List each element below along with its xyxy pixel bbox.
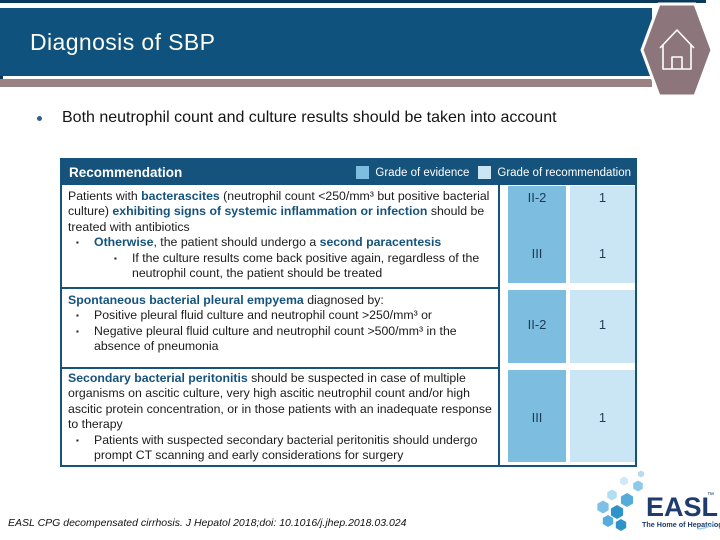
recommendation-cell: Secondary bacterial peritonitis should b… xyxy=(62,369,500,465)
row-line: ▪ Positive pleural fluid culture and neut… xyxy=(76,308,433,323)
evidence-grade-value: II-2 xyxy=(527,317,547,332)
grade-of-evidence-cell: III xyxy=(508,370,566,462)
grade-of-recommendation-cell: 1 xyxy=(570,370,635,462)
table-body: Patients with bacterascites (neutrophil … xyxy=(62,185,635,465)
recommendation-swatch-icon xyxy=(478,166,492,179)
legend-evidence-label: Grade of evidence xyxy=(375,166,470,179)
table-row: Spontaneous bacterial pleural empyema di… xyxy=(62,289,635,369)
easl-wordmark: EASL xyxy=(646,492,718,522)
recommendation-grade-value: 1 xyxy=(598,317,607,332)
bullet-square-icon: ▪ xyxy=(76,435,79,445)
page-title: Diagnosis of SBP xyxy=(30,28,216,55)
intro-bullet-text: Both neutrophil count and culture result… xyxy=(62,109,557,126)
recommendation-grade-value: 1 xyxy=(598,190,607,205)
slide-top-edge xyxy=(0,0,706,3)
bullet-square-icon: ▪ xyxy=(76,311,79,321)
house-glyph xyxy=(659,29,695,70)
table-row: Secondary bacterial peritonitis should b… xyxy=(62,369,635,465)
evidence-grade-value: III xyxy=(531,246,543,261)
evidence-grade-value: II-2 xyxy=(527,190,547,205)
easl-tagline: The Home of Hepatology. xyxy=(642,520,720,529)
legend-recommendation-label: Grade of recommendation xyxy=(497,166,631,179)
bullet-square-icon: ▪ xyxy=(114,253,117,263)
tagline-swoosh xyxy=(697,521,715,530)
trademark-symbol: ™ xyxy=(707,492,714,499)
legend-item-recommendation: Grade of recommendation xyxy=(478,166,631,179)
title-banner: Diagnosis of SBP xyxy=(0,8,652,76)
grade-of-recommendation-cell: 1 xyxy=(570,290,635,363)
header-divider-bar xyxy=(0,79,652,87)
recommendation-grade-value: 1 xyxy=(598,410,607,425)
legend-item-evidence: Grade of evidence xyxy=(356,166,469,179)
row-line: ▪ If the culture results come back positi… xyxy=(114,250,480,281)
row-line: ▪ Patients with suspected secondary bacte… xyxy=(76,432,478,463)
row-line: ▪ Otherwise, the patient should undergo a… xyxy=(76,235,442,250)
easl-logo: EASL ™ The Home of Hepatology. xyxy=(597,470,720,531)
evidence-swatch-icon xyxy=(356,166,370,179)
recommendation-column-header: Recommendation xyxy=(69,165,183,180)
intro-bullet-line: Both neutrophil count and culture result… xyxy=(35,108,700,128)
row-line: Secondary bacterial peritonitis should b… xyxy=(68,371,492,432)
table-header-row: Recommendation Grade of evidence Grade o… xyxy=(62,160,635,185)
recommendation-grade-value: 1 xyxy=(598,246,607,261)
recommendation-cell: Spontaneous bacterial pleural empyema di… xyxy=(62,289,500,369)
table-row: Patients with bacterascites (neutrophil … xyxy=(62,185,635,289)
easl-hexagon-cluster-icon xyxy=(597,470,645,531)
row-line: ▪ Negative pleural fluid culture and neut… xyxy=(76,323,457,354)
bullet-square-icon: ▪ xyxy=(76,238,79,248)
grade-of-evidence-cell: II-2 III xyxy=(508,186,566,283)
grade-legend: Grade of evidence Grade of recommendatio… xyxy=(347,166,635,179)
recommendations-table: Recommendation Grade of evidence Grade o… xyxy=(60,158,637,467)
bullet-square-icon: ▪ xyxy=(76,326,79,336)
evidence-grade-value: III xyxy=(531,410,543,425)
bullet-dot-icon xyxy=(37,116,42,121)
recommendation-cell: Patients with bacterascites (neutrophil … xyxy=(62,185,500,289)
home-icon[interactable] xyxy=(640,2,714,98)
row-line: Patients with bacterascites (neutrophil … xyxy=(68,189,490,234)
citation-footer: EASL CPG decompensated cirrhosis. J Hepa… xyxy=(8,517,407,529)
grade-of-evidence-cell: II-2 xyxy=(508,290,566,363)
row-line: Spontaneous bacterial pleural empyema di… xyxy=(68,293,384,307)
